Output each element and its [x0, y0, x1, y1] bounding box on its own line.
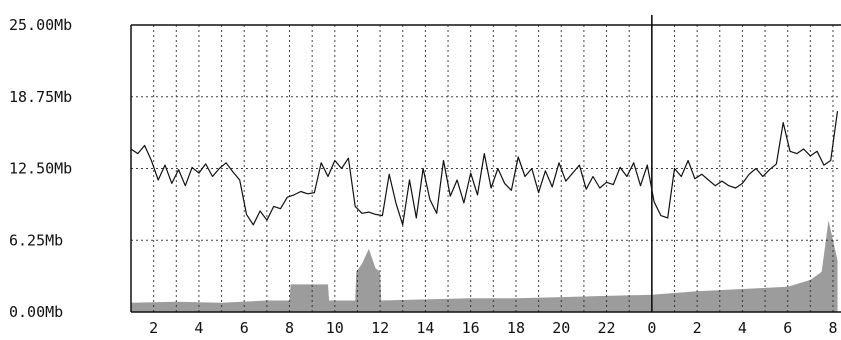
x-tick-label: 6 — [240, 319, 249, 337]
x-tick-label: 18 — [507, 319, 525, 337]
x-tick-label: 4 — [738, 319, 747, 337]
y-tick-label: 0.00Mb — [9, 303, 63, 321]
x-tick-label: 22 — [598, 319, 616, 337]
x-tick-label: 14 — [416, 319, 434, 337]
x-tick-label: 8 — [828, 319, 837, 337]
x-tick-labels: 2 4 6 8 10 12 14 16 18 20 22 0 2 4 6 8 — [149, 319, 837, 337]
x-tick-label: 2 — [693, 319, 702, 337]
x-tick-label: 4 — [194, 319, 203, 337]
x-tick-label: 6 — [783, 319, 792, 337]
y-tick-labels: 0.00Mb 6.25Mb 12.50Mb 18.75Mb 25.00Mb — [9, 16, 72, 321]
line-series-layer — [130, 111, 839, 226]
line-series-0 — [130, 111, 839, 226]
area-series-layer — [131, 220, 838, 312]
x-tick-label: 12 — [371, 319, 389, 337]
axes-layer — [130, 15, 841, 313]
y-tick-label: 25.00Mb — [9, 16, 72, 34]
y-tick-label: 6.25Mb — [9, 231, 63, 249]
x-tick-label: 8 — [285, 319, 294, 337]
x-tick-label: 0 — [647, 319, 656, 337]
x-tick-label: 10 — [326, 319, 344, 337]
x-tick-label: 20 — [552, 319, 570, 337]
y-tick-label: 18.75Mb — [9, 88, 72, 106]
x-tick-label: 2 — [149, 319, 158, 337]
grid-layer — [131, 25, 841, 312]
y-tick-label: 12.50Mb — [9, 160, 72, 178]
area-series-1 — [131, 220, 838, 312]
x-tick-label: 16 — [462, 319, 480, 337]
